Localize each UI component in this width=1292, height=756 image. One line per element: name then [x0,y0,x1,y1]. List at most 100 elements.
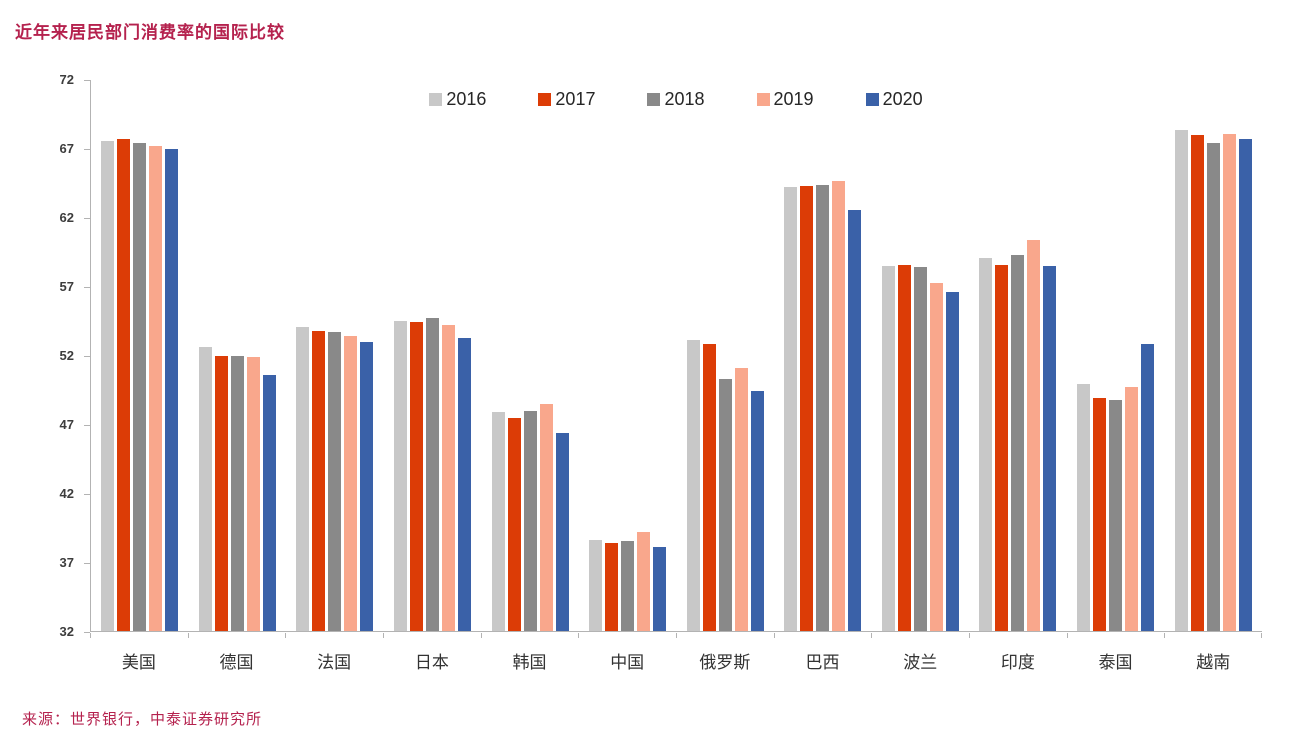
bar-法国-2017 [312,330,326,631]
x-tick-mark [285,633,287,638]
category-label: 印度 [1000,653,1035,672]
chart-legend: 2016 2017 2018 2019 2020 [90,89,1262,110]
bar-德国-2017 [214,355,228,631]
y-tick-mark [84,356,90,357]
legend-swatch-icon [756,93,770,106]
bar-中国-2018 [621,541,635,631]
source-note: 来源：世界银行，中泰证券研究所 [22,711,263,728]
bar-德国-2018 [230,355,244,631]
y-tick-label: 52 [59,348,74,363]
bar-德国-2020 [262,374,276,631]
bar-group-巴西 [774,80,872,631]
bar-韩国-2020 [555,432,569,631]
bar-日本-2020 [458,337,472,631]
bar-巴西-2019 [832,180,846,631]
category-label: 波兰 [903,653,938,672]
bar-法国-2019 [344,336,358,631]
x-tick-mark [1261,633,1262,638]
x-tick-mark [383,633,384,638]
bar-group-德国 [189,80,287,631]
legend-label: 2020 [882,89,923,109]
bar-韩国-2017 [507,417,521,631]
bar-巴西-2020 [848,209,862,631]
legend-swatch-icon [865,93,879,106]
bar-group-印度 [969,80,1067,631]
y-tick-label: 57 [59,279,74,294]
bar-法国-2018 [328,332,342,631]
bar-韩国-2016 [491,411,505,631]
bar-波兰-2019 [929,282,943,631]
legend-swatch-icon [647,93,661,106]
category-label: 日本 [414,653,449,672]
bar-group-中国 [579,80,677,631]
category-label: 俄罗斯 [699,653,751,672]
x-tick-mark [1164,633,1166,638]
y-tick-label: 67 [59,141,74,156]
category-label: 美国 [121,653,156,672]
bar-泰国-2017 [1093,398,1107,631]
x-tick-mark [773,633,775,638]
bar-印度-2018 [1011,254,1025,631]
bar-美国-2016 [101,140,115,631]
bar-印度-2017 [995,264,1009,631]
bar-波兰-2017 [897,264,911,631]
bar-美国-2018 [133,143,147,631]
bar-巴西-2016 [784,187,798,631]
legend-item-2019: 2019 [756,89,814,110]
category-label: 巴西 [805,653,840,672]
bar-group-越南 [1164,80,1262,631]
bar-group-日本 [384,80,482,631]
bar-中国-2020 [653,546,667,631]
category-label: 德国 [219,653,254,672]
bar-group-俄罗斯 [676,80,774,631]
bar-groups-container [91,80,1262,631]
bar-越南-2019 [1222,133,1236,631]
bar-越南-2017 [1190,135,1204,631]
legend-label: 2019 [773,89,814,109]
y-tick-label: 42 [59,486,74,501]
x-tick-mark [871,633,873,638]
chart-title: 近年来居民部门消费率的国际比较 [15,23,285,42]
bar-巴西-2017 [800,186,814,631]
bar-印度-2016 [979,257,993,631]
x-tick-mark [969,633,970,638]
category-label: 韩国 [512,653,547,672]
bar-泰国-2016 [1077,384,1091,631]
bar-波兰-2018 [913,267,927,631]
category-label: 越南 [1196,653,1231,672]
bar-泰国-2018 [1109,399,1123,631]
y-tick-mark [84,632,90,633]
legend-swatch-icon [538,93,552,106]
bar-韩国-2018 [523,410,537,631]
bar-泰国-2020 [1141,344,1155,631]
x-tick-mark [676,633,677,638]
bar-俄罗斯-2020 [750,391,764,631]
x-tick-mark [578,633,580,638]
bar-中国-2016 [589,540,603,631]
bar-美国-2019 [149,146,163,631]
bar-德国-2016 [198,347,212,631]
bar-印度-2020 [1043,265,1057,631]
legend-label: 2018 [664,89,705,109]
legend-label: 2016 [446,89,487,109]
bar-日本-2016 [394,321,408,631]
y-tick-mark [84,149,90,150]
y-tick-mark [84,425,90,426]
bar-越南-2020 [1238,139,1252,631]
bar-波兰-2020 [945,292,959,631]
y-tick-mark [84,494,90,495]
bar-美国-2017 [117,139,131,631]
legend-item-2016: 2016 [429,89,486,110]
bar-韩国-2019 [539,403,553,631]
legend-item-2017: 2017 [538,89,595,110]
bar-group-法国 [286,80,384,631]
bar-俄罗斯-2019 [734,367,748,631]
bar-越南-2016 [1174,129,1188,631]
bar-俄罗斯-2017 [702,344,716,631]
category-label: 法国 [317,653,352,672]
bar-法国-2016 [296,326,310,631]
bar-中国-2017 [605,542,619,631]
bar-group-美国 [91,80,189,631]
x-tick-mark [1066,633,1068,638]
bar-中国-2019 [637,531,651,631]
